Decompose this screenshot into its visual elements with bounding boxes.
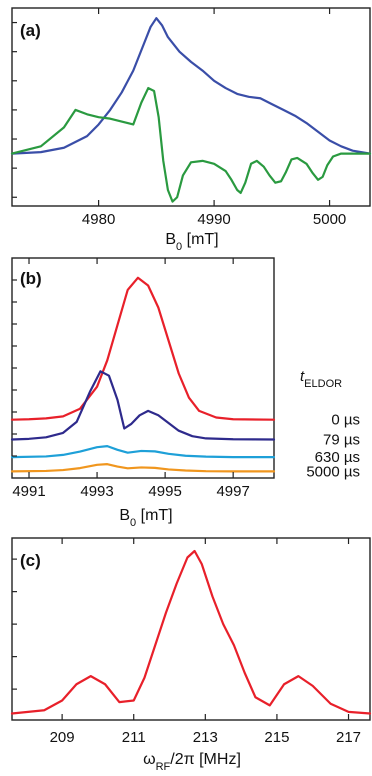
x-axis-label-b: B0 [mT] bbox=[119, 507, 172, 529]
x-tick-label-a-1: 4990 bbox=[197, 211, 230, 228]
x-axis-label-a: B0 [mT] bbox=[165, 231, 218, 253]
plot-frame-a bbox=[11, 7, 371, 207]
plot-frame-b bbox=[11, 257, 275, 479]
legend-title-b: tELDOR bbox=[300, 368, 342, 390]
x-ticks-b: 4991 4993 4995 4997 bbox=[12, 258, 250, 500]
y-ticks-c bbox=[12, 558, 17, 690]
x-tick-label-b-3: 4997 bbox=[216, 483, 249, 500]
x-ticks-c: 209 211 213 215 217 bbox=[50, 538, 361, 746]
x-tick-label-c-0: 209 bbox=[50, 729, 75, 746]
series-line-b-1 bbox=[10, 370, 276, 441]
series-line-b-0 bbox=[10, 276, 276, 421]
y-ticks-a bbox=[12, 21, 17, 198]
panel-c: 209 211 213 215 217 (c) ωRF/2π [MHz] bbox=[10, 537, 372, 773]
legend-entry-3: 5000 µs bbox=[306, 463, 360, 480]
legend-entry-2: 630 µs bbox=[315, 449, 360, 466]
panel-label-a: (a) bbox=[20, 21, 41, 40]
plot-frame-c bbox=[11, 537, 371, 721]
series-line-b-3 bbox=[10, 463, 276, 473]
series-line-a-0 bbox=[10, 17, 372, 155]
x-ticks-a: 4980 4990 5000 bbox=[82, 8, 346, 228]
panel-a: 4980 4990 5000 (a) B0 [mT] bbox=[10, 7, 372, 253]
x-tick-label-c-3: 215 bbox=[264, 729, 289, 746]
x-tick-label-b-2: 4995 bbox=[148, 483, 181, 500]
series-layer-c bbox=[10, 549, 372, 715]
panel-label-c: (c) bbox=[20, 551, 41, 570]
x-tick-label-c-1: 211 bbox=[122, 729, 146, 746]
series-layer-a bbox=[10, 17, 372, 203]
series-line-c-0 bbox=[10, 549, 372, 715]
x-tick-label-c-2: 213 bbox=[193, 729, 218, 746]
x-tick-label-b-1: 4993 bbox=[80, 483, 113, 500]
x-axis-label-c: ωRF/2π [MHz] bbox=[143, 751, 241, 773]
panel-label-b: (b) bbox=[20, 269, 42, 288]
x-tick-label-c-4: 217 bbox=[336, 729, 361, 746]
panel-b: 4991 4993 4995 4997 (b) B0 [mT] tELDOR 0 µs… bbox=[10, 257, 360, 529]
legend-entry-1: 79 µs bbox=[323, 432, 360, 449]
series-layer-b bbox=[10, 276, 276, 473]
x-tick-label-a-2: 5000 bbox=[313, 211, 346, 228]
legend-entry-0: 0 µs bbox=[331, 412, 360, 429]
series-line-a-1 bbox=[10, 86, 372, 203]
series-line-b-2 bbox=[10, 445, 276, 459]
y-ticks-b bbox=[12, 279, 17, 457]
x-tick-label-b-0: 4991 bbox=[12, 483, 45, 500]
x-tick-label-a-0: 4980 bbox=[82, 211, 115, 228]
